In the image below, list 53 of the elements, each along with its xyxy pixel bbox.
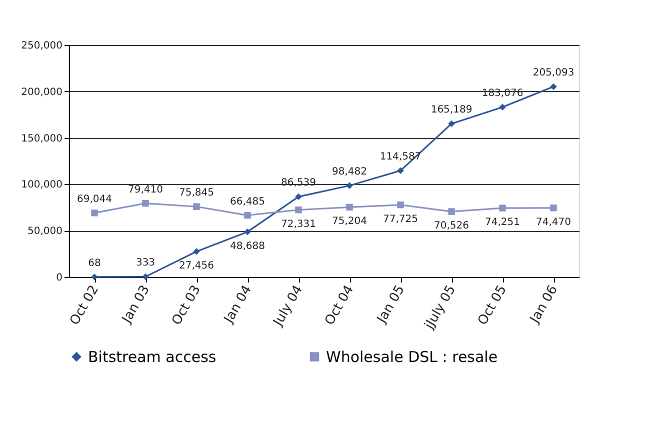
data-label: 74,470: [536, 216, 571, 228]
point: [193, 203, 200, 210]
y-tick-label: 100,000: [21, 180, 62, 191]
point: [91, 274, 98, 280]
point: [397, 202, 404, 208]
y-tick-label: 50,000: [28, 226, 62, 238]
y-tick-label: 0: [56, 272, 62, 284]
x-tick-label: Jan 04: [221, 283, 255, 327]
data-label: 165,189: [430, 104, 472, 116]
data-label: 77,725: [383, 214, 418, 225]
point: [193, 248, 200, 255]
data-label: 72,331: [281, 218, 316, 230]
x-tick-label: Oct 04: [322, 283, 357, 328]
data-label: 66,485: [230, 196, 265, 208]
data-label: 27,456: [179, 260, 214, 272]
point: [295, 193, 302, 200]
legend-label: Wholesale DSL : resale: [326, 348, 498, 366]
point: [448, 120, 455, 128]
point: [244, 212, 251, 219]
point: [550, 204, 557, 212]
point: [397, 167, 404, 174]
point: [91, 210, 98, 216]
data-label: 75,204: [332, 216, 367, 228]
x-tick-label: Oct 03: [169, 283, 204, 328]
data-label: 75,845: [179, 188, 214, 199]
point: [499, 104, 506, 110]
data-label: 69,044: [77, 194, 112, 205]
y-tick-label: 200,000: [21, 86, 62, 98]
data-label: 70,526: [434, 220, 469, 232]
x-tick-label: Jan 05: [374, 283, 408, 327]
data-label: 98,482: [332, 166, 367, 178]
x-tick-label: Oct 05: [475, 283, 510, 328]
point: [448, 208, 455, 215]
x-tick-label: Jan 03: [119, 283, 153, 327]
point: [346, 204, 353, 211]
x-tick-label: Jan 06: [527, 283, 561, 327]
point: [142, 200, 149, 207]
data-label: 74,251: [485, 217, 520, 228]
data-label: 48,688: [230, 240, 265, 252]
y-tick-label: 250,000: [21, 40, 62, 52]
data-label: 333: [136, 258, 156, 269]
data-label: 79,410: [128, 184, 163, 196]
data-label: 205,093: [532, 68, 574, 79]
point: [295, 206, 302, 214]
x-tick-label: Oct 02: [67, 283, 102, 328]
point: [499, 204, 506, 212]
y-tick-label: 150,000: [21, 133, 62, 144]
point: [346, 182, 353, 189]
point: [142, 273, 149, 280]
point: [550, 83, 557, 90]
point: [244, 228, 251, 236]
data-label: 68: [88, 258, 101, 269]
legend-label: Bitstream access: [88, 348, 216, 366]
